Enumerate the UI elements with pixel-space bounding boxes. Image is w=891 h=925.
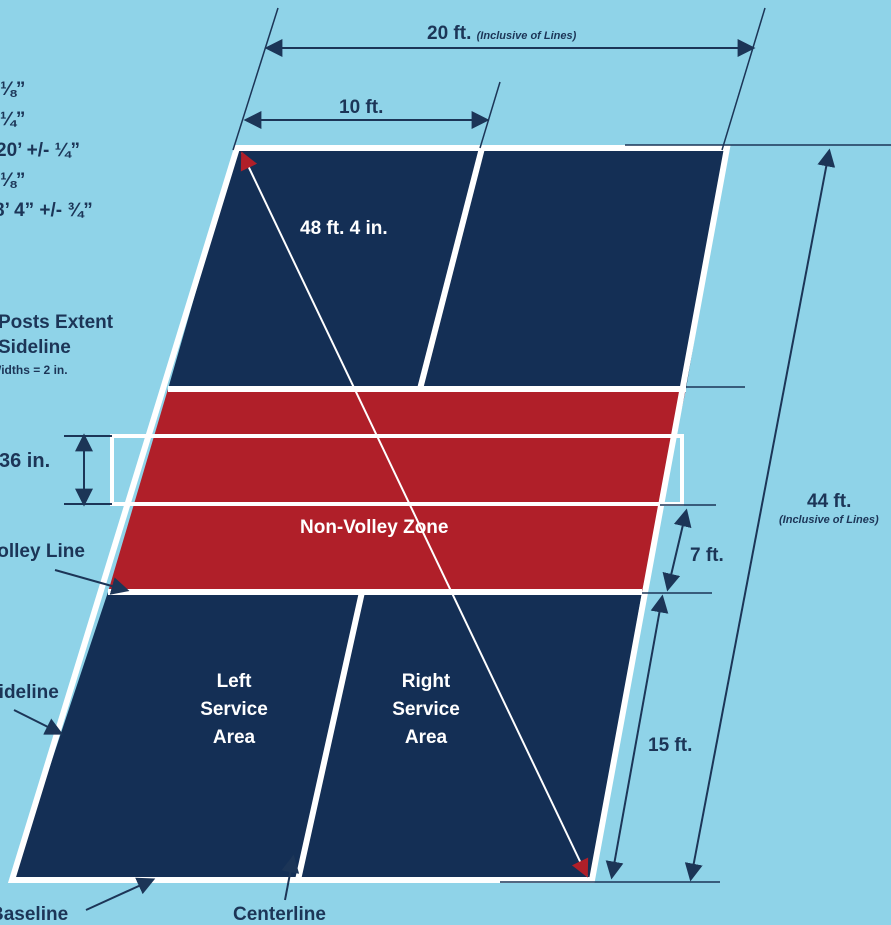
service-depth-arrow — [605, 594, 669, 880]
diagonal-label: 48 ft. 4 in. — [300, 218, 388, 239]
tolerance-5: 8’ 4” +/- ¾” — [0, 200, 93, 221]
non-volley-zone-label: Non-Volley Zone — [300, 517, 449, 538]
sideline-pointer — [13, 709, 64, 735]
volley-line-pointer — [54, 569, 130, 595]
tolerance-1: ⅛” — [0, 79, 26, 100]
ext-line-far-left — [232, 7, 279, 151]
ext-line-far-right — [721, 7, 766, 151]
kitchen-surface — [108, 389, 686, 592]
posts-extent-label: Posts Extent — [0, 312, 114, 333]
right-service-area-label: Right Service Area — [376, 668, 476, 752]
width-total-note: (Inclusive of Lines) — [476, 30, 577, 42]
tolerance-2: ¼” — [0, 109, 26, 130]
kitchen-depth-label: 7 ft. — [690, 545, 724, 566]
left-service-line-3: Area — [212, 727, 256, 748]
ext-line-center — [479, 81, 501, 149]
left-net-height-label: 36 in. — [0, 450, 51, 472]
sideline-label: Sideline — [0, 682, 59, 703]
service-depth-label: 15 ft. — [648, 735, 693, 756]
centerline-label: Centerline — [233, 904, 326, 925]
right-service-line-1: Right — [401, 671, 451, 692]
right-service-line-3: Area — [404, 727, 448, 748]
width-total-label: 20 ft. (Inclusive of Lines) — [427, 24, 576, 43]
baseline-pointer — [85, 877, 156, 911]
court-outline — [7, 145, 731, 883]
left-service-line-1: Left — [216, 671, 252, 692]
length-total-label: 44 ft. — [807, 491, 852, 512]
left-service-line-2: Service — [200, 699, 268, 720]
tolerance-3: 20’ +/- ¼” — [0, 140, 80, 161]
length-total-note: (Inclusive of Lines) — [779, 514, 879, 526]
width-total-value: 20 ft. — [427, 23, 472, 44]
widths-note: Widths = 2 in. — [0, 363, 68, 377]
right-service-line-2: Service — [392, 699, 460, 720]
baseline-label: Baseline — [0, 904, 69, 925]
kitchen-depth-arrow — [662, 508, 692, 592]
volley-line-label: Volley Line — [0, 541, 85, 562]
diagonal-arrow — [240, 151, 589, 878]
posts-sideline-label: Sideline — [0, 337, 71, 358]
far-court-surface — [168, 148, 727, 389]
centerline-pointer — [281, 854, 300, 901]
length-total-arrow — [684, 148, 836, 882]
tolerance-4: ⅛” — [0, 170, 26, 191]
width-half-label: 10 ft. — [339, 97, 384, 118]
left-service-area-label: Left Service Area — [184, 668, 284, 752]
